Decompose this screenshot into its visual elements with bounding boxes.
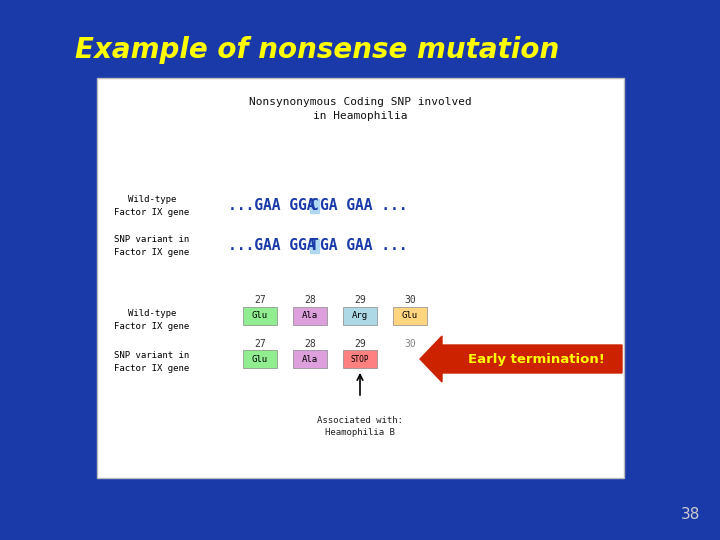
Text: Glu: Glu <box>252 354 268 363</box>
Bar <box>293 350 327 368</box>
Text: Glu: Glu <box>252 312 268 321</box>
Text: SNP variant in
Factor IX gene: SNP variant in Factor IX gene <box>114 351 189 373</box>
Text: 29: 29 <box>354 339 366 349</box>
Bar <box>293 307 327 325</box>
Text: Ala: Ala <box>302 312 318 321</box>
Text: Wild-type
Factor IX gene: Wild-type Factor IX gene <box>114 195 189 217</box>
Bar <box>393 307 427 325</box>
Bar <box>97 78 624 478</box>
Text: Early termination!: Early termination! <box>467 353 604 366</box>
Text: Ala: Ala <box>302 354 318 363</box>
Bar <box>310 239 319 253</box>
Bar <box>343 307 377 325</box>
Bar <box>243 350 277 368</box>
Text: Wild-type
Factor IX gene: Wild-type Factor IX gene <box>114 309 189 330</box>
Text: Example of nonsense mutation: Example of nonsense mutation <box>75 36 559 64</box>
Text: 28: 28 <box>304 339 316 349</box>
Text: Glu: Glu <box>402 312 418 321</box>
Text: in Heamophilia: in Heamophilia <box>312 111 408 121</box>
Text: GA GAA ...: GA GAA ... <box>320 239 408 253</box>
Text: T: T <box>310 239 319 253</box>
Text: 30: 30 <box>404 295 416 305</box>
Text: 30: 30 <box>404 339 416 349</box>
Text: 28: 28 <box>304 295 316 305</box>
Text: GA GAA ...: GA GAA ... <box>320 199 408 213</box>
Bar <box>310 199 319 213</box>
Text: Nonsynonymous Coding SNP involved: Nonsynonymous Coding SNP involved <box>248 97 472 107</box>
Text: Associated with:
Heamophilia B: Associated with: Heamophilia B <box>317 416 403 437</box>
Bar <box>243 307 277 325</box>
Text: 29: 29 <box>354 295 366 305</box>
Text: Arg: Arg <box>352 312 368 321</box>
Text: ...GAA GGA: ...GAA GGA <box>228 199 324 213</box>
Bar <box>343 350 377 368</box>
Text: ...GAA GGA: ...GAA GGA <box>228 239 324 253</box>
Text: 27: 27 <box>254 295 266 305</box>
FancyArrow shape <box>420 336 622 382</box>
Text: 38: 38 <box>680 507 700 522</box>
Text: SNP variant in
Factor IX gene: SNP variant in Factor IX gene <box>114 235 189 256</box>
Text: 27: 27 <box>254 339 266 349</box>
Text: C: C <box>310 199 319 213</box>
Text: STOP: STOP <box>351 354 369 363</box>
